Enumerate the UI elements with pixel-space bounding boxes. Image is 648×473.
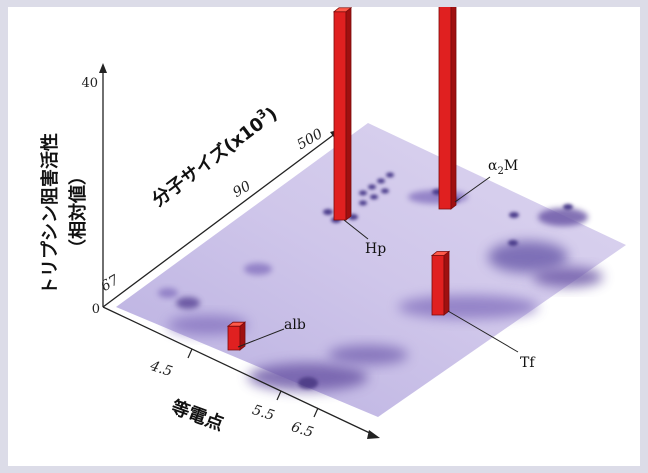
size-axis-line (102, 132, 337, 308)
bar-Tf (430, 250, 451, 316)
y-axis-label: トリプシン阻害活性 （相対値） (39, 133, 89, 295)
bar-front-face (333, 11, 347, 221)
alb-leader (237, 328, 285, 348)
size-tick-67: 67 (98, 272, 122, 295)
y-axis-label-line1: トリプシン阻害活性 (39, 133, 61, 295)
bar-alb (226, 321, 247, 351)
pi-tick-mark-6.5 (313, 407, 319, 418)
chart-3d: トリプシン阻害活性 （相対値） 0 40 分子サイズ(x103) 67 90 5… (39, 7, 626, 441)
y-axis-label-line2: （相対値） (67, 167, 89, 257)
pi-axis-ticks: 4.5 5.5 6.5 (147, 348, 319, 441)
bar-side-face (345, 7, 352, 221)
tf-leader (447, 310, 519, 353)
bar-side-face (450, 7, 457, 210)
size-axis-label-text: 分子サイズ(x10 (148, 113, 269, 211)
annotations: alb Hp α2M Tf (237, 158, 536, 371)
bar-Hp (332, 7, 353, 221)
a2m-label: α2M (488, 158, 518, 177)
y-tick-40: 40 (81, 76, 98, 91)
size-axis-label: 分子サイズ(x103) (147, 101, 282, 211)
bar-front-face (431, 255, 445, 316)
pi-tick-mark-5.5 (276, 390, 282, 401)
y-axis-ticks: 0 40 (81, 76, 100, 317)
bar-top-face (226, 321, 247, 327)
hp-label: Hp (365, 241, 386, 257)
size-tick-500: 500 (294, 126, 325, 153)
pi-tick-5.5: 5.5 (250, 402, 276, 424)
bars (226, 7, 457, 351)
pi-axis-label: 等電点 (168, 396, 226, 435)
pi-axis-arrow (367, 430, 380, 439)
size-tick-90: 90 (230, 178, 254, 201)
svg-text:分子サイズ(x103): 分子サイズ(x103) (147, 101, 282, 211)
tf-label: Tf (520, 355, 536, 371)
y-tick-0: 0 (92, 302, 100, 317)
pi-tick-mark-4.5 (187, 348, 193, 359)
figure-frame: トリプシン阻害活性 （相対値） 0 40 分子サイズ(x103) 67 90 5… (8, 7, 640, 466)
hp-leader (343, 219, 369, 240)
alb-label: alb (284, 317, 306, 333)
bar-top-face (430, 251, 451, 256)
pi-tick-4.5: 4.5 (147, 358, 174, 380)
bar-top-face (332, 7, 353, 13)
a2m-leader (454, 176, 491, 203)
bar-2M (438, 7, 457, 210)
pi-axis-line (102, 306, 375, 436)
axes (102, 69, 375, 436)
bar-front-face (438, 7, 452, 210)
bar-side-face (443, 250, 450, 316)
y-axis-arrow (99, 63, 107, 73)
pi-tick-6.5: 6.5 (289, 419, 315, 441)
